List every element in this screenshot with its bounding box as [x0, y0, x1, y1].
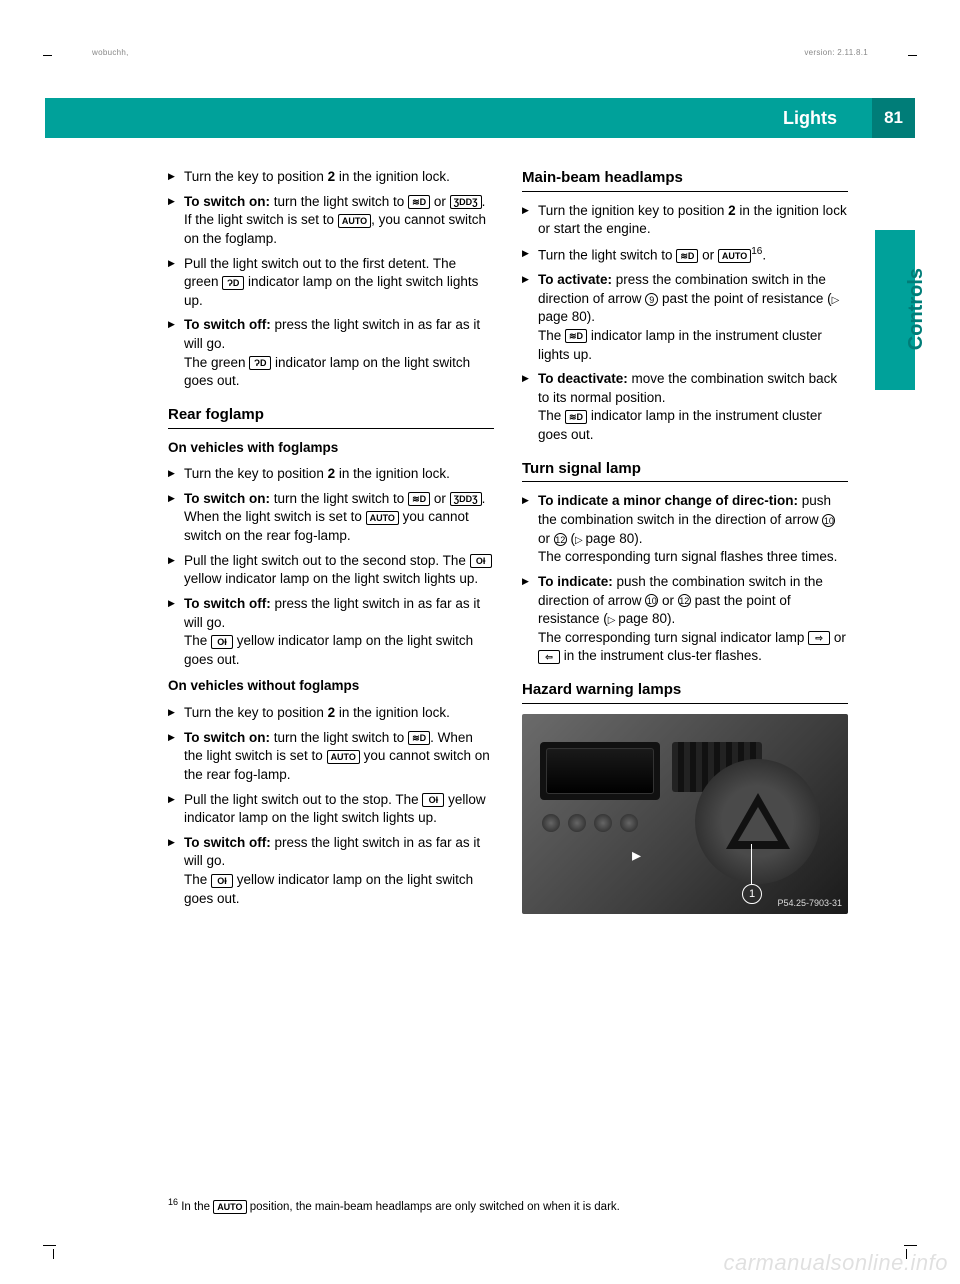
- low-beam-icon: ≋D: [676, 249, 698, 263]
- fog-rear-icon: OƗ: [211, 874, 233, 888]
- control-knobs: [542, 814, 638, 832]
- heading-turn-signal: Turn signal lamp: [522, 459, 848, 483]
- heading-hazard: Hazard warning lamps: [522, 680, 848, 704]
- left-column: Turn the key to position 2 in the igniti…: [168, 168, 494, 914]
- meta-left: wobuchh,: [92, 48, 129, 57]
- doc-meta: wobuchh, version: 2.11.8.1: [92, 48, 868, 57]
- turn-left-icon: ⇦: [538, 650, 560, 664]
- callout-10: 10: [822, 514, 835, 527]
- footnote-ref: 16: [751, 246, 762, 257]
- hazard-button-zoom: [695, 759, 820, 884]
- page-ref: page 80).: [575, 531, 643, 546]
- watermark: carmanualsonline.info: [723, 1250, 948, 1276]
- auto-icon: AUTO: [327, 750, 360, 764]
- main-beam-icon: ≋D: [565, 410, 587, 424]
- list-item: Pull the light switch out to the first d…: [168, 255, 494, 311]
- parking-light-icon: ƷDDƷ: [450, 195, 482, 209]
- callout-12: 12: [678, 594, 691, 607]
- callout-line: [751, 844, 753, 884]
- list-item: Turn the ignition key to position 2 in t…: [522, 202, 848, 239]
- callout-12: 12: [554, 533, 567, 546]
- main-beam-list: Turn the ignition key to position 2 in t…: [522, 202, 848, 445]
- heading-main-beam: Main-beam headlamps: [522, 168, 848, 192]
- auto-icon: AUTO: [338, 214, 371, 228]
- low-beam-icon: ≋D: [408, 731, 430, 745]
- dashboard-screen: [540, 742, 660, 800]
- hazard-figure: ▸ 1 P54.25-7903-31: [522, 714, 848, 914]
- subheading-with-foglamps: On vehicles with foglamps: [168, 439, 494, 458]
- list-item: Pull the light switch out to the stop. T…: [168, 791, 494, 828]
- without-foglamp-list: Turn the key to position 2 in the igniti…: [168, 704, 494, 908]
- intro-list: Turn the key to position 2 in the igniti…: [168, 168, 494, 391]
- pointer-arrow: ▸: [632, 843, 641, 868]
- callout-9: 9: [645, 293, 658, 306]
- hazard-triangle-icon: [726, 793, 790, 849]
- content-area: Turn the key to position 2 in the igniti…: [168, 168, 848, 914]
- list-item: To deactivate: move the combination swit…: [522, 370, 848, 445]
- meta-right: version: 2.11.8.1: [804, 48, 868, 57]
- auto-icon: AUTO: [213, 1200, 246, 1214]
- list-item: Turn the key to position 2 in the igniti…: [168, 465, 494, 484]
- header-bar: Lights 81: [45, 98, 915, 138]
- heading-rear-foglamp: Rear foglamp: [168, 405, 494, 429]
- auto-icon: AUTO: [718, 249, 751, 263]
- list-item: To switch on: turn the light switch to ≋…: [168, 490, 494, 546]
- list-item: To switch on: turn the light switch to ≋…: [168, 193, 494, 249]
- right-column: Main-beam headlamps Turn the ignition ke…: [522, 168, 848, 914]
- parking-light-icon: ƷDDƷ: [450, 492, 482, 506]
- fog-rear-icon: OƗ: [470, 554, 492, 568]
- list-item: Turn the light switch to ≋D or AUTO16.: [522, 245, 848, 265]
- side-label: Controls: [905, 268, 928, 350]
- list-item: Turn the key to position 2 in the igniti…: [168, 704, 494, 723]
- subheading-without-foglamps: On vehicles without foglamps: [168, 677, 494, 696]
- fog-green-icon: ɁD: [222, 276, 244, 290]
- fog-rear-icon: OƗ: [422, 793, 444, 807]
- figure-ref: P54.25-7903-31: [777, 897, 842, 909]
- footnote: 16 In the AUTO position, the main-beam h…: [168, 1197, 848, 1214]
- turn-right-icon: ⇨: [808, 631, 830, 645]
- low-beam-icon: ≋D: [408, 492, 430, 506]
- turn-signal-list: To indicate a minor change of direc-tion…: [522, 492, 848, 666]
- list-item: Turn the key to position 2 in the igniti…: [168, 168, 494, 187]
- list-item: To indicate a minor change of direc-tion…: [522, 492, 848, 567]
- fog-rear-icon: OƗ: [211, 635, 233, 649]
- list-item: To indicate: push the combination switch…: [522, 573, 848, 666]
- page-ref: page 80).: [608, 611, 676, 626]
- list-item: To switch off: press the light switch in…: [168, 316, 494, 391]
- list-item: Pull the light switch out to the second …: [168, 552, 494, 589]
- main-beam-icon: ≋D: [565, 329, 587, 343]
- page-number: 81: [872, 98, 915, 138]
- footnote-number: 16: [168, 1197, 178, 1207]
- with-foglamp-list: Turn the key to position 2 in the igniti…: [168, 465, 494, 669]
- fog-green-icon: ɁD: [249, 356, 271, 370]
- list-item: To activate: press the combination switc…: [522, 271, 848, 364]
- callout-1: 1: [742, 884, 762, 904]
- section-title: Lights: [783, 108, 837, 129]
- list-item: To switch off: press the light switch in…: [168, 595, 494, 670]
- auto-icon: AUTO: [366, 511, 399, 525]
- callout-10: 10: [645, 594, 658, 607]
- list-item: To switch off: press the light switch in…: [168, 834, 494, 909]
- low-beam-icon: ≋D: [408, 195, 430, 209]
- list-item: To switch on: turn the light switch to ≋…: [168, 729, 494, 785]
